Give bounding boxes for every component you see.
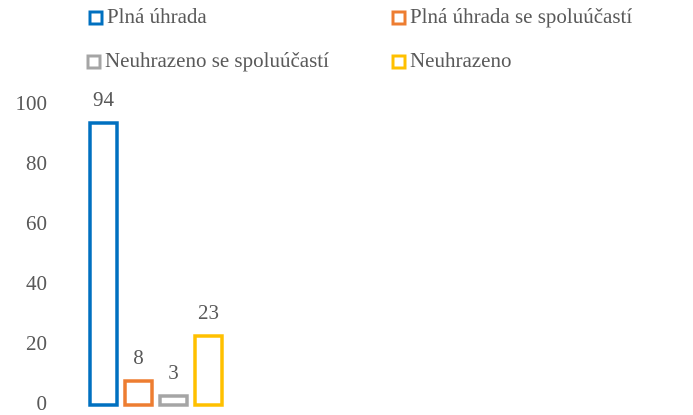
y-tick-label: 100 xyxy=(16,91,48,115)
legend-label: Plná úhrada se spoluúčastí xyxy=(410,4,632,28)
legend-marker xyxy=(391,10,407,26)
value-label: 3 xyxy=(168,360,179,384)
legend-marker xyxy=(88,10,104,26)
y-tick-label: 20 xyxy=(26,331,47,355)
y-tick-label: 60 xyxy=(26,211,47,235)
bar xyxy=(158,394,189,407)
value-label: 94 xyxy=(93,87,115,111)
legend-label: Neuhrazeno xyxy=(410,48,511,72)
y-tick-label: 0 xyxy=(37,391,48,415)
y-tick-label: 80 xyxy=(26,151,47,175)
legend-label: Plná úhrada xyxy=(107,4,207,28)
bar xyxy=(88,121,119,407)
bar xyxy=(123,379,154,407)
legend-label: Neuhrazeno se spoluúčastí xyxy=(105,48,329,72)
legend-marker xyxy=(391,54,407,70)
value-label: 23 xyxy=(198,300,219,324)
legend-marker xyxy=(86,54,102,70)
bar xyxy=(193,334,224,407)
value-label: 8 xyxy=(133,345,144,369)
y-tick-label: 40 xyxy=(26,271,47,295)
